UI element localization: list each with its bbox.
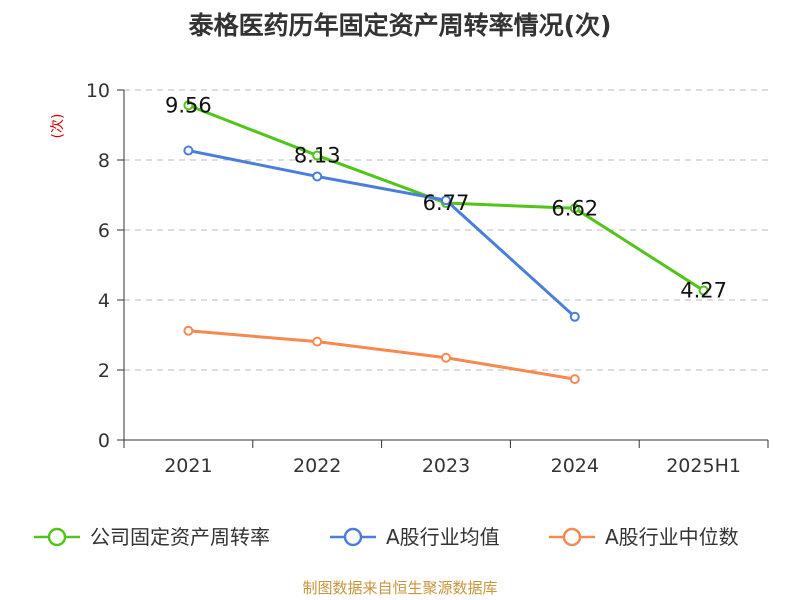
x-tick-label: 2025H1 [666, 455, 741, 477]
x-tick-label: 2021 [164, 455, 212, 477]
data-point [441, 352, 451, 363]
data-label: 6.62 [551, 196, 598, 220]
legend-item: A股行业均值 [330, 525, 500, 549]
legend-label: A股行业均值 [386, 525, 500, 549]
chart-title: 泰格医药历年固定资产周转率情况(次) [189, 11, 612, 40]
axes: 0 2 4 6 8 10 2021 2022 2023 2024 2025H1 [86, 80, 769, 477]
legend-marker [343, 527, 363, 547]
data-point [698, 285, 709, 296]
data-point [312, 150, 323, 161]
data-labels: 9.56 8.13 6.77 6.62 4.27 [165, 93, 727, 302]
legend-label: A股行业中位数 [605, 525, 739, 549]
legend-marker [47, 527, 67, 547]
legend-marker [562, 527, 582, 547]
y-tick-label: 10 [86, 80, 110, 102]
data-point [569, 203, 580, 214]
legend-label: 公司固定资产周转率 [90, 525, 270, 549]
y-tick-label: 8 [98, 150, 110, 172]
x-tick-label: 2022 [293, 455, 341, 477]
y-tick-label: 2 [98, 360, 110, 382]
data-label: 8.13 [294, 143, 341, 167]
data-point [569, 311, 580, 322]
series-line-1 [188, 149, 576, 318]
data-point [183, 325, 194, 336]
data-label: 4.27 [680, 279, 727, 303]
data-point [441, 195, 451, 206]
data-point [183, 100, 194, 111]
y-axis-unit-label: (次) [50, 114, 66, 139]
data-point [569, 374, 580, 385]
x-tick-label: 2023 [422, 455, 470, 477]
data-label: 9.56 [165, 93, 212, 117]
series-lines [183, 100, 709, 385]
data-source-note: 制图数据来自恒生聚源数据库 [302, 579, 497, 597]
y-tick-label: 4 [98, 290, 110, 312]
data-point [183, 145, 194, 156]
legend-item: A股行业中位数 [549, 525, 739, 549]
data-label: 6.77 [423, 191, 470, 215]
grid-lines [124, 89, 768, 371]
legend: 公司固定资产周转率 A股行业均值 A股行业中位数 [34, 525, 739, 549]
data-point [312, 336, 323, 347]
data-point [312, 171, 323, 182]
y-tick-label: 0 [98, 430, 110, 452]
series-line-2 [188, 329, 576, 381]
x-tick-label: 2024 [551, 455, 599, 477]
legend-item: 公司固定资产周转率 [34, 525, 270, 549]
y-tick-label: 6 [98, 220, 110, 242]
